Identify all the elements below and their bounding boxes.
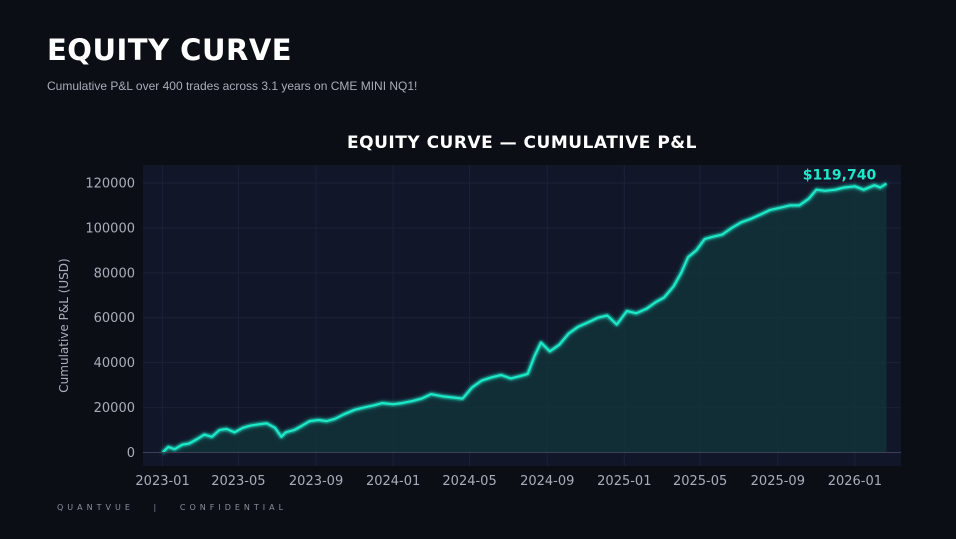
page-title: EQUITY CURVE [47,33,293,67]
x-tick-label: 2025-01 [597,474,651,489]
x-tick-label: 2024-01 [366,474,420,489]
y-tick-label: 0 [127,446,135,461]
footer-brand: QUANTVUE [57,503,134,512]
chart-title: EQUITY CURVE — CUMULATIVE P&L [347,133,697,153]
y-tick-label: 40000 [94,356,135,371]
x-tick-label: 2026-01 [828,474,882,489]
x-tick-label: 2023-01 [135,474,189,489]
final-value-annotation: $119,740 [803,168,877,184]
y-tick-label: 100000 [85,221,135,236]
y-tick-label: 20000 [94,401,135,416]
x-tick-label: 2025-05 [673,474,727,489]
equity-area-fill [162,183,887,453]
footer-tag: CONFIDENTIAL [179,503,288,512]
x-tick-label: 2024-05 [442,474,496,489]
footer-separator: | [153,503,161,512]
axis-ticks: 0 20000 40000 60000 80000 100000 120000 2023-01… [85,176,882,489]
y-tick-label: 60000 [94,311,135,326]
x-tick-label: 2024-09 [520,474,574,489]
x-tick-label: 2025-09 [751,474,805,489]
y-tick-label: 120000 [85,176,135,191]
equity-line [161,182,888,454]
page-subtitle: Cumulative P&L over 400 trades across 3.… [47,79,418,93]
x-tick-label: 2023-09 [289,474,343,489]
y-tick-label: 80000 [94,266,135,281]
x-tick-label: 2023-05 [211,474,265,489]
footer: QUANTVUE | CONFIDENTIAL [57,503,287,512]
y-axis-label: Cumulative P&L (USD) [57,258,71,392]
